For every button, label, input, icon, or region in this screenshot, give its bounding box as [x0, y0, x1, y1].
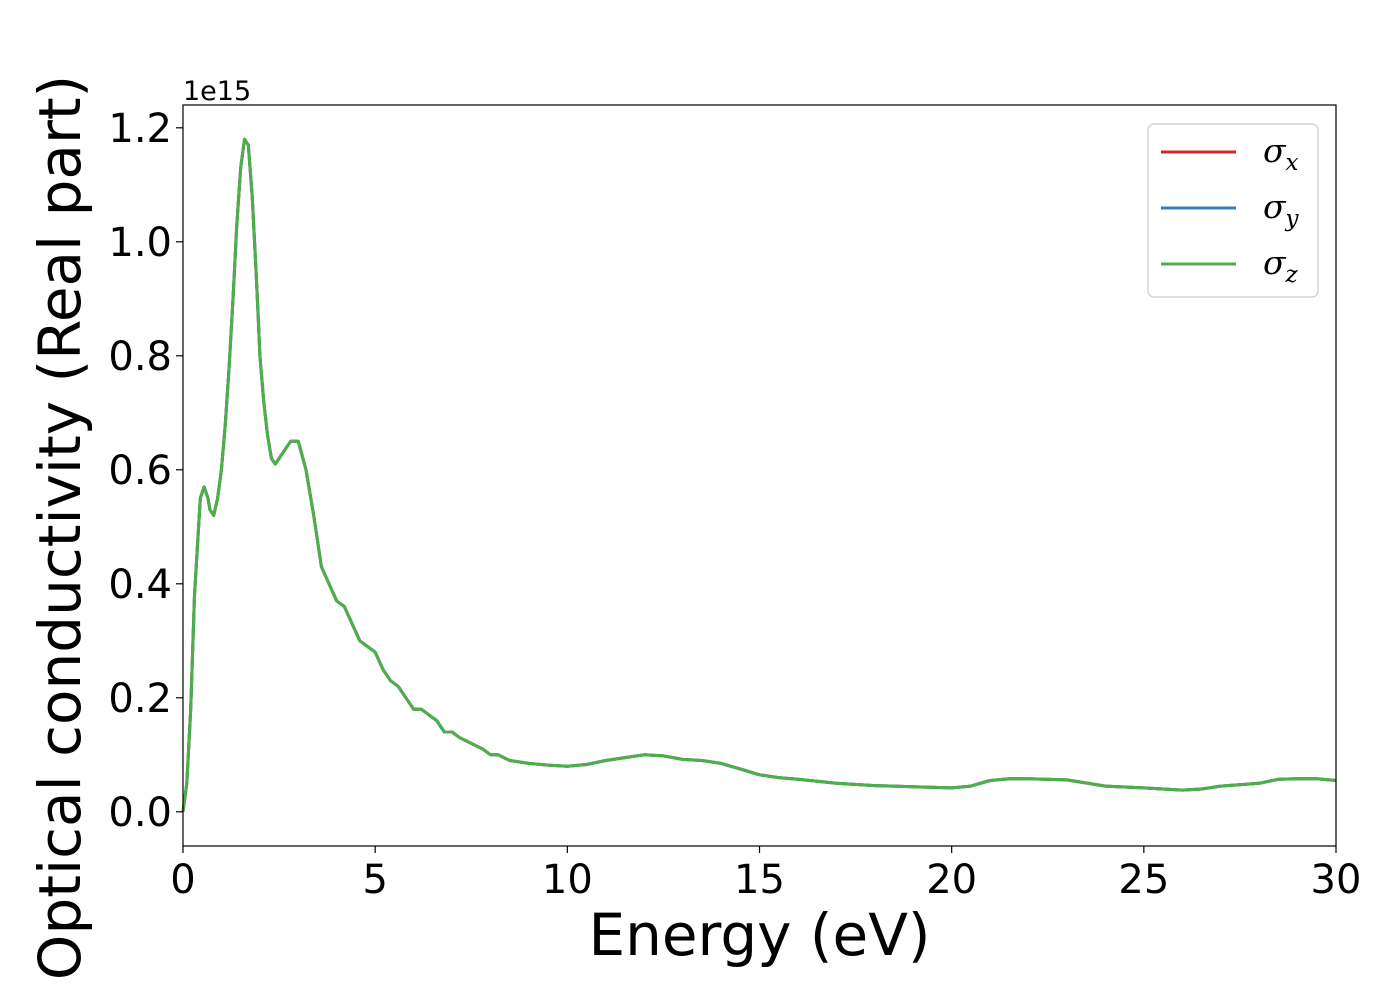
- y-tick-label: 1.0: [108, 220, 172, 266]
- x-tick-label: 5: [362, 857, 387, 903]
- x-axis-title: Energy (eV): [588, 901, 930, 969]
- legend: σx σy σz: [1147, 123, 1319, 298]
- y-tick-label: 1.2: [108, 106, 172, 152]
- x-tick-label: 20: [926, 857, 977, 903]
- y-tick-label: 0.8: [108, 334, 172, 380]
- x-tick-label: 0: [170, 857, 195, 903]
- y-tick-label: 0.6: [108, 448, 172, 494]
- y-offset-label: 1e15: [183, 76, 251, 107]
- y-axis-title: Optical conductivity (Real part): [26, 75, 94, 980]
- legend-label-z: σz: [1263, 243, 1299, 288]
- legend-label-x: σx: [1263, 131, 1299, 176]
- x-tick-label: 15: [734, 857, 785, 903]
- x-axis: 0 5 10 15 20 25 30: [170, 846, 1361, 903]
- x-tick-label: 10: [542, 857, 593, 903]
- y-tick-label: 0.0: [108, 790, 172, 836]
- series-line-σz: [181, 137, 1337, 812]
- y-axis: 0.0 0.2 0.4 0.6 0.8 1.0 1.2: [108, 106, 183, 836]
- legend-label-y: σy: [1263, 187, 1300, 232]
- legend-box: [1147, 123, 1319, 298]
- y-tick-label: 0.4: [108, 562, 172, 608]
- x-tick-label: 30: [1311, 857, 1362, 903]
- y-tick-label: 0.2: [108, 676, 172, 722]
- plot-lines: [181, 137, 1337, 812]
- x-tick-label: 25: [1118, 857, 1169, 903]
